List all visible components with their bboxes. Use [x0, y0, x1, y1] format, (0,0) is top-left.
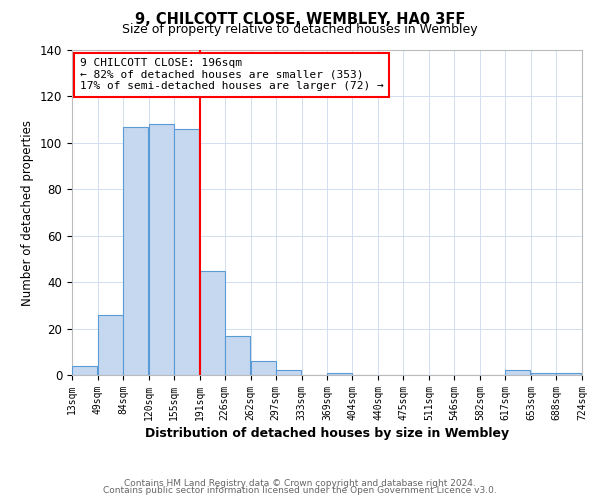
Bar: [174, 129, 199, 375]
Bar: [225, 336, 250, 375]
Bar: [328, 372, 352, 375]
Bar: [531, 372, 556, 375]
Bar: [98, 314, 123, 375]
Y-axis label: Number of detached properties: Number of detached properties: [22, 120, 34, 306]
Bar: [200, 270, 225, 375]
Bar: [123, 126, 148, 375]
Bar: [505, 370, 530, 375]
Text: 9 CHILCOTT CLOSE: 196sqm
← 82% of detached houses are smaller (353)
17% of semi-: 9 CHILCOTT CLOSE: 196sqm ← 82% of detach…: [80, 58, 383, 92]
Text: 9, CHILCOTT CLOSE, WEMBLEY, HA0 3FF: 9, CHILCOTT CLOSE, WEMBLEY, HA0 3FF: [135, 12, 465, 28]
Text: Size of property relative to detached houses in Wembley: Size of property relative to detached ho…: [122, 22, 478, 36]
Bar: [149, 124, 174, 375]
Bar: [251, 361, 276, 375]
X-axis label: Distribution of detached houses by size in Wembley: Distribution of detached houses by size …: [145, 427, 509, 440]
Bar: [556, 372, 581, 375]
Bar: [72, 366, 97, 375]
Text: Contains HM Land Registry data © Crown copyright and database right 2024.: Contains HM Land Registry data © Crown c…: [124, 478, 476, 488]
Text: Contains public sector information licensed under the Open Government Licence v3: Contains public sector information licen…: [103, 486, 497, 495]
Bar: [276, 370, 301, 375]
